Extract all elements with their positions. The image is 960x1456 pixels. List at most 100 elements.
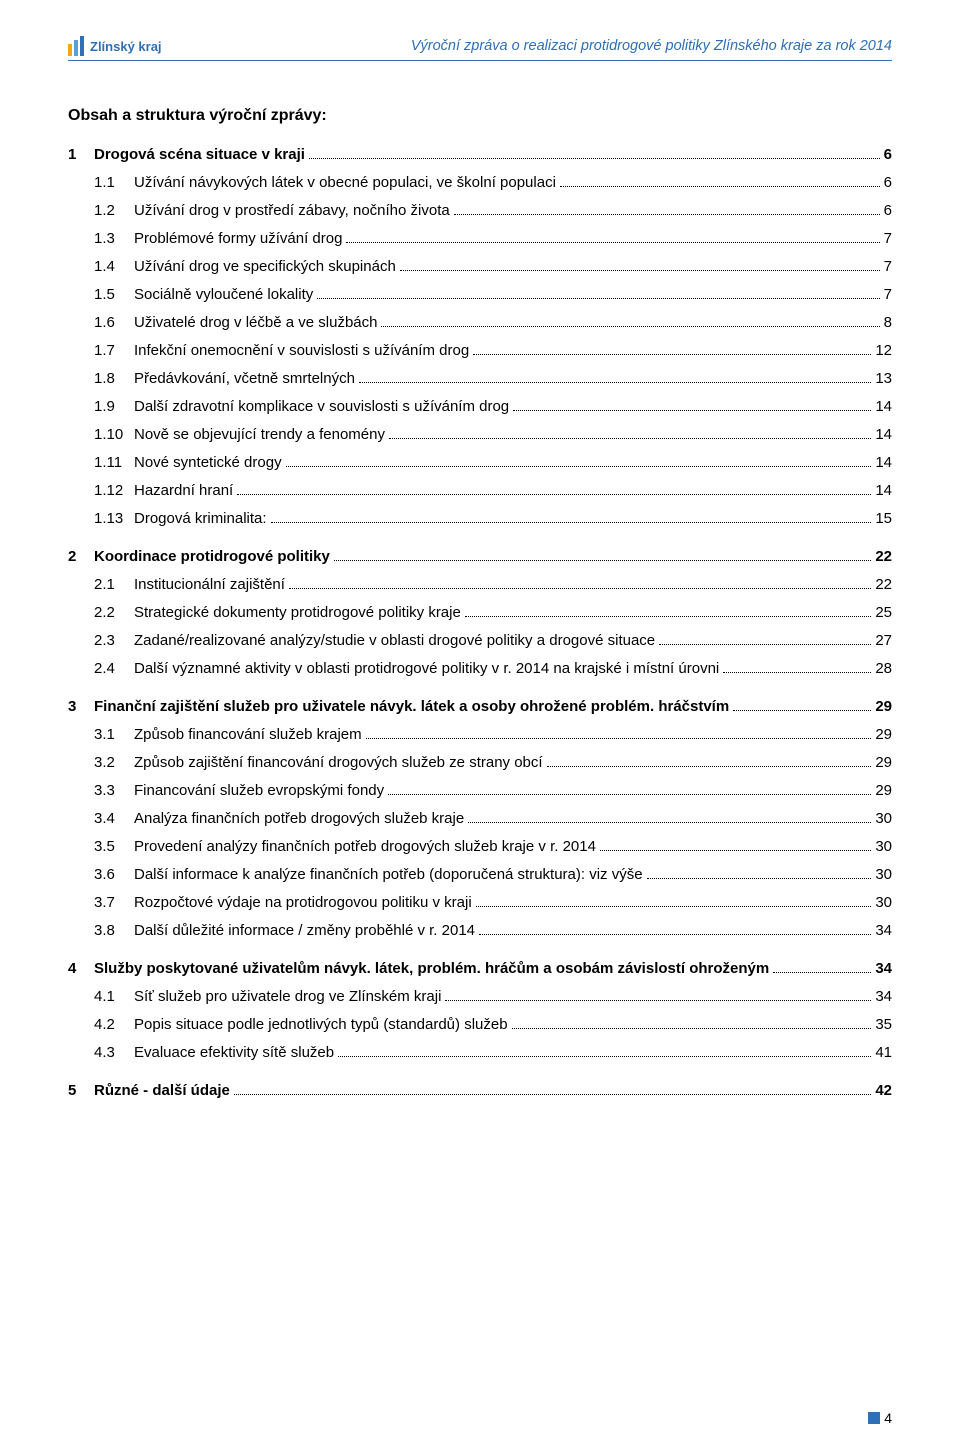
toc-entry-number: 3	[68, 699, 94, 714]
toc-entry-label: 4Služby poskytované uživatelům návyk. lá…	[68, 961, 769, 976]
toc-entry-page: 14	[875, 427, 892, 442]
toc-entry-page: 15	[875, 511, 892, 526]
toc-entry[interactable]: 3.8Další důležité informace / změny prob…	[68, 923, 892, 938]
toc-entry[interactable]: 4.2Popis situace podle jednotlivých typů…	[68, 1017, 892, 1032]
toc-entry-number: 1.5	[94, 287, 134, 302]
toc-entry-number: 2	[68, 549, 94, 564]
toc-entry[interactable]: 1.8Předávkování, včetně smrtelných13	[68, 371, 892, 386]
toc-entry[interactable]: 1.4Užívání drog ve specifických skupinác…	[68, 259, 892, 274]
toc-entry[interactable]: 3.7Rozpočtové výdaje na protidrogovou po…	[68, 895, 892, 910]
toc-entry-number: 1.7	[94, 343, 134, 358]
toc-entry-title: Způsob financování služeb krajem	[134, 726, 362, 743]
toc-entry-label: 1.11Nové syntetické drogy	[94, 455, 282, 470]
toc-entry-page: 35	[875, 1017, 892, 1032]
toc-entry[interactable]: 3.5Provedení analýzy finančních potřeb d…	[68, 839, 892, 854]
toc-entry-page: 30	[875, 811, 892, 826]
toc-entry[interactable]: 5Různé - další údaje 42	[68, 1083, 892, 1098]
toc-entry[interactable]: 2.2Strategické dokumenty protidrogové po…	[68, 605, 892, 620]
toc-entry-page: 22	[875, 549, 892, 564]
page-footer: 4	[868, 1410, 892, 1426]
toc-leader	[445, 1000, 871, 1001]
toc-entry-label: 1Drogová scéna situace v kraji	[68, 147, 305, 162]
toc-entry-number: 4.3	[94, 1045, 134, 1060]
toc-entry-number: 1.8	[94, 371, 134, 386]
toc-entry[interactable]: 3.1Způsob financování služeb krajem29	[68, 727, 892, 742]
toc-entry[interactable]: 1.9Další zdravotní komplikace v souvislo…	[68, 399, 892, 414]
toc-entry[interactable]: 4.1Síť služeb pro uživatele drog ve Zlín…	[68, 989, 892, 1004]
toc-entry[interactable]: 1.1Užívání návykových látek v obecné pop…	[68, 175, 892, 190]
toc-entry-label: 5Různé - další údaje	[68, 1083, 230, 1098]
toc-entry[interactable]: 3.4Analýza finančních potřeb drogových s…	[68, 811, 892, 826]
toc-entry-number: 3.8	[94, 923, 134, 938]
toc-entry[interactable]: 1.3Problémové formy užívání drog7	[68, 231, 892, 246]
toc-leader	[473, 354, 871, 355]
toc-leader	[454, 214, 880, 215]
toc-entry-title: Drogová kriminalita:	[134, 510, 267, 527]
toc-entry-number: 3.7	[94, 895, 134, 910]
toc-leader	[647, 878, 872, 879]
toc-entry-page: 13	[875, 371, 892, 386]
toc-leader	[659, 644, 871, 645]
toc-entry-page: 42	[875, 1083, 892, 1098]
toc-entry-number: 2.4	[94, 661, 134, 676]
toc-entry[interactable]: 3.2Způsob zajištění financování drogovýc…	[68, 755, 892, 770]
toc-entry-page: 14	[875, 399, 892, 414]
toc-entry[interactable]: 2.1Institucionální zajištění22	[68, 577, 892, 592]
toc-entry-page: 6	[884, 203, 892, 218]
toc-entry-number: 4.1	[94, 989, 134, 1004]
toc-leader	[465, 616, 871, 617]
toc-entry[interactable]: 1.11Nové syntetické drogy14	[68, 455, 892, 470]
toc-entry[interactable]: 4.3Evaluace efektivity sítě služeb41	[68, 1045, 892, 1060]
toc-entry-label: 1.3Problémové formy užívání drog	[94, 231, 342, 246]
toc-entry-label: 3.6Další informace k analýze finančních …	[94, 867, 643, 882]
toc-leader	[479, 934, 871, 935]
toc-entry-number: 4.2	[94, 1017, 134, 1032]
toc-entry[interactable]: 1Drogová scéna situace v kraji6	[68, 147, 892, 162]
toc-entry-label: 4.2Popis situace podle jednotlivých typů…	[94, 1017, 508, 1032]
toc-entry-number: 3.1	[94, 727, 134, 742]
toc-entry-title: Financování služeb evropskými fondy	[134, 782, 384, 799]
toc-entry[interactable]: 1.12Hazardní hraní 14	[68, 483, 892, 498]
toc-entry-title: Užívání drog ve specifických skupinách	[134, 258, 396, 275]
toc-entry-title: Další zdravotní komplikace v souvislosti…	[134, 398, 509, 415]
toc-entry[interactable]: 3.3Financování služeb evropskými fondy29	[68, 783, 892, 798]
toc-leader	[389, 438, 871, 439]
toc-leader	[513, 410, 871, 411]
toc-entry-page: 22	[875, 577, 892, 592]
toc-entry-title: Finanční zajištění služeb pro uživatele …	[94, 698, 729, 715]
toc-entry-page: 28	[875, 661, 892, 676]
toc-entry[interactable]: 1.2Užívání drog v prostředí zábavy, nočn…	[68, 203, 892, 218]
toc-entry-title: Zadané/realizované analýzy/studie v obla…	[134, 632, 655, 649]
toc-entry-label: 3.3Financování služeb evropskými fondy	[94, 783, 384, 798]
toc-leader	[773, 972, 871, 973]
toc-entry-label: 1.7Infekční onemocnění v souvislosti s u…	[94, 343, 469, 358]
toc-entry-label: 1.12Hazardní hraní	[94, 483, 233, 498]
toc-leader	[468, 822, 871, 823]
toc-entry[interactable]: 2.4Další významné aktivity v oblasti pro…	[68, 661, 892, 676]
toc-entry[interactable]: 1.13Drogová kriminalita:15	[68, 511, 892, 526]
toc-leader	[381, 326, 879, 327]
toc-entry-label: 4.3Evaluace efektivity sítě služeb	[94, 1045, 334, 1060]
toc-entry-title: Nové syntetické drogy	[134, 454, 282, 471]
toc-entry-page: 27	[875, 633, 892, 648]
toc-entry[interactable]: 3Finanční zajištění služeb pro uživatele…	[68, 699, 892, 714]
toc-entry[interactable]: 1.5Sociálně vyloučené lokality7	[68, 287, 892, 302]
toc-entry[interactable]: 1.6Uživatelé drog v léčbě a ve službách8	[68, 315, 892, 330]
toc-entry-label: 1.10Nově se objevující trendy a fenomény	[94, 427, 385, 442]
toc-entry[interactable]: 1.7Infekční onemocnění v souvislosti s u…	[68, 343, 892, 358]
toc-entry-page: 14	[875, 483, 892, 498]
toc-leader	[271, 522, 872, 523]
toc-entry-number: 3.3	[94, 783, 134, 798]
logo-bars-icon	[68, 36, 84, 56]
toc-entry[interactable]: 3.6Další informace k analýze finančních …	[68, 867, 892, 882]
toc-entry-page: 25	[875, 605, 892, 620]
toc-entry-title: Další informace k analýze finančních pot…	[134, 866, 643, 883]
toc-entry[interactable]: 2Koordinace protidrogové politiky22	[68, 549, 892, 564]
toc-entry[interactable]: 2.3Zadané/realizované analýzy/studie v o…	[68, 633, 892, 648]
toc-entry-title: Sociálně vyloučené lokality	[134, 286, 313, 303]
toc-entry-label: 3.2Způsob zajištění financování drogovýc…	[94, 755, 543, 770]
toc-entry-number: 3.2	[94, 755, 134, 770]
toc-entry[interactable]: 1.10Nově se objevující trendy a fenomény…	[68, 427, 892, 442]
toc-entry-label: 1.5Sociálně vyloučené lokality	[94, 287, 313, 302]
toc-entry[interactable]: 4Služby poskytované uživatelům návyk. lá…	[68, 961, 892, 976]
